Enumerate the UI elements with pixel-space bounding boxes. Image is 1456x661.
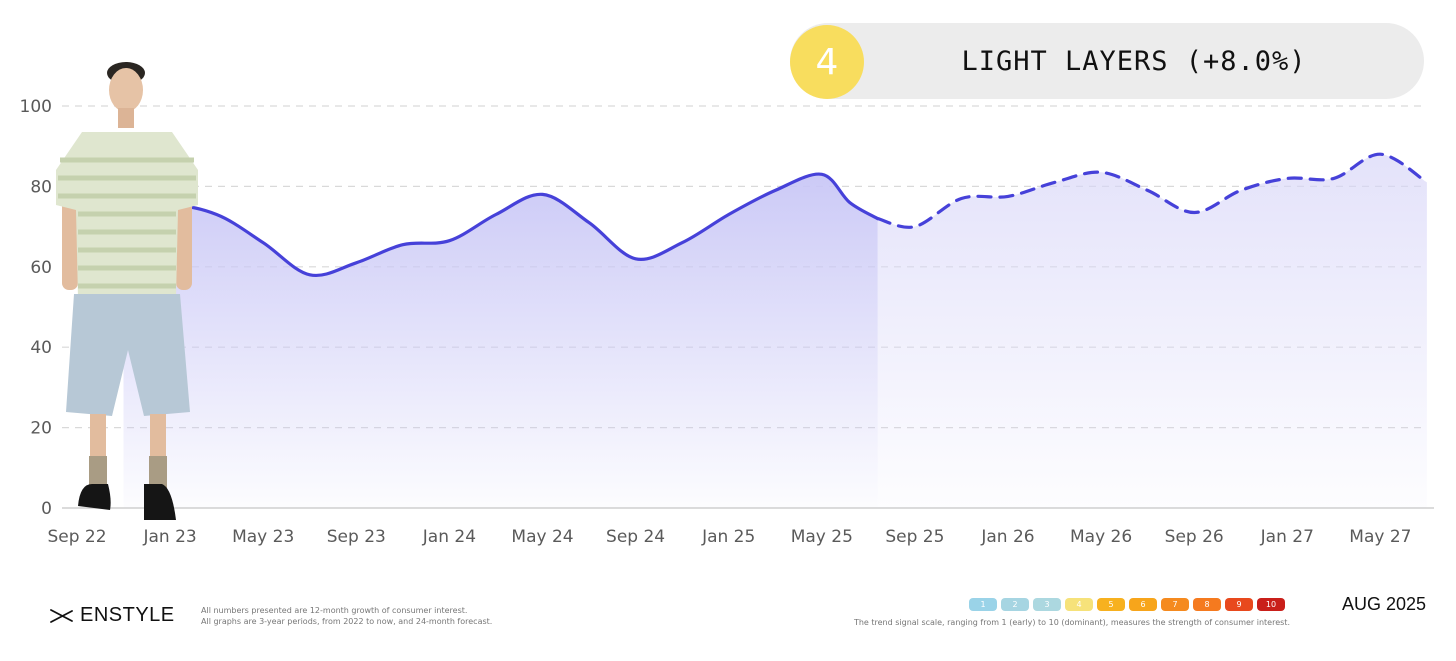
footnote-line-2: All graphs are 3-year periods, from 2022…: [201, 617, 493, 626]
x-tick-label: Sep 23: [327, 527, 386, 547]
x-tick-label: May 24: [511, 527, 573, 547]
x-tick-label: Jan 27: [1260, 527, 1314, 547]
x-tick-label: Sep 24: [606, 527, 665, 547]
area-fills: [123, 154, 1427, 509]
scale-level-1: 1: [969, 598, 997, 611]
forecast-series-line: [876, 152, 1429, 229]
footnote-line-1: All numbers presented are 12-month growt…: [201, 606, 468, 615]
scale-caption: The trend signal scale, ranging from 1 (…: [853, 618, 1290, 627]
y-tick-label: 60: [30, 258, 52, 278]
x-tick-label: May 26: [1070, 527, 1132, 547]
x-tick-label: Sep 25: [885, 527, 944, 547]
y-tick-label: 100: [20, 97, 52, 117]
scissors-icon: [50, 608, 73, 623]
x-tick-label: May 27: [1349, 527, 1411, 547]
scale-level-10: 10: [1257, 598, 1285, 611]
historical-area: [123, 174, 878, 508]
x-axis: Sep 22 Jan 23 May 23 Sep 23 Jan 24 May 24 Sep …: [47, 527, 1411, 547]
scale-level-9: 9: [1225, 598, 1253, 611]
x-tick-label: Jan 24: [422, 527, 476, 547]
historical-series-line: [121, 172, 880, 278]
scale-level-8: 8: [1193, 598, 1221, 611]
model-illustration: [56, 62, 198, 520]
trend-title-pill: [790, 23, 1424, 99]
x-tick-label: Jan 23: [142, 527, 196, 547]
scale-level-3: 3: [1033, 598, 1061, 611]
x-tick-label: Sep 22: [47, 527, 106, 547]
scale-level-7: 7: [1161, 598, 1189, 611]
brand-logo: ENSTYLE: [50, 604, 175, 627]
scale-level-6: 6: [1129, 598, 1157, 611]
x-tick-label: Jan 25: [701, 527, 755, 547]
y-tick-label: 80: [30, 177, 52, 197]
trend-rank-badge: 4: [790, 25, 864, 99]
y-axis: 0 20 40 60 80 100: [20, 97, 52, 519]
footnotes: All numbers presented are 12-month growt…: [201, 605, 492, 627]
y-tick-label: 20: [30, 419, 52, 439]
y-tick-label: 40: [30, 338, 52, 358]
brand-name: ENSTYLE: [80, 604, 175, 626]
x-tick-label: Sep 26: [1165, 527, 1224, 547]
scale-level-5: 5: [1097, 598, 1125, 611]
scale-level-2: 2: [1001, 598, 1029, 611]
x-tick-label: May 25: [791, 527, 853, 547]
series-lines: [121, 152, 1429, 278]
forecast-area: [877, 154, 1427, 509]
x-tick-label: May 23: [232, 527, 294, 547]
scale-level-4: 4: [1065, 598, 1093, 611]
trend-title: LIGHT LAYERS (+8.0%): [961, 45, 1307, 77]
trend-signal-scale: 1 2 3 4 5 6 7 8 9 10: [969, 598, 1285, 611]
y-tick-label: 0: [41, 499, 52, 519]
x-tick-label: Jan 26: [980, 527, 1034, 547]
report-date: AUG 2025: [1341, 594, 1426, 614]
